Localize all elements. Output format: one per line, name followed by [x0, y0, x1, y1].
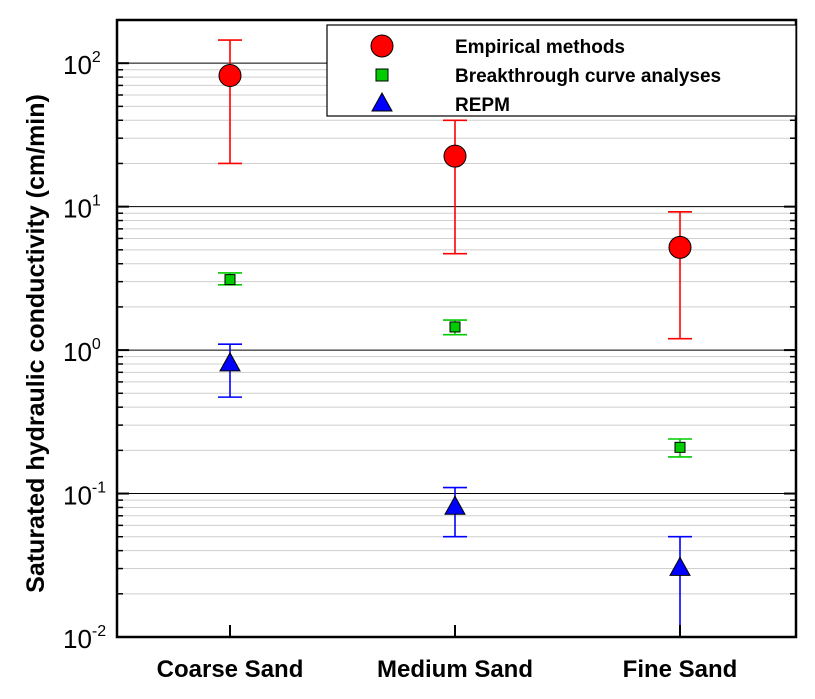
legend-label: REPM — [455, 95, 510, 116]
y-tick-label: 102 — [63, 49, 101, 80]
data-point-square — [224, 274, 236, 286]
x-tick-label: Coarse Sand — [157, 656, 304, 683]
y-tick-label: 10-1 — [63, 480, 106, 511]
y-tick-label: 100 — [63, 336, 101, 367]
data-point-circle — [443, 144, 467, 168]
data-markers — [218, 64, 692, 576]
legend-label: Breakthrough curve analyses — [455, 66, 721, 87]
data-point-circle — [668, 235, 692, 259]
legend: Empirical methods Breakthrough curve anal… — [326, 24, 797, 117]
axis-labels: 10-2 10-1 100 101 102 Coarse Sand Medium Sand F… — [63, 49, 737, 683]
data-point-triangle — [444, 495, 466, 515]
y-axis-label: Saturated hydraulic conductivity (cm/min… — [22, 94, 50, 593]
plot-frame — [115, 18, 798, 639]
axis-ticks — [117, 19, 796, 638]
data-point-triangle — [669, 556, 691, 576]
x-tick-label: Medium Sand — [377, 656, 533, 683]
legend-marker-circle — [370, 34, 394, 58]
data-point-circle — [218, 64, 242, 88]
y-tick-label: 101 — [63, 193, 101, 224]
data-point-triangle — [219, 351, 241, 372]
data-point-square — [674, 441, 686, 453]
x-tick-label: Fine Sand — [623, 656, 738, 683]
y-tick-label: 10-2 — [63, 623, 106, 654]
data-point-square — [449, 321, 461, 333]
legend-box — [326, 24, 797, 117]
legend-marker-square — [375, 68, 389, 82]
legend-marker-triangle — [371, 91, 393, 112]
error-bars — [218, 39, 692, 638]
legend-label: Empirical methods — [455, 37, 625, 58]
